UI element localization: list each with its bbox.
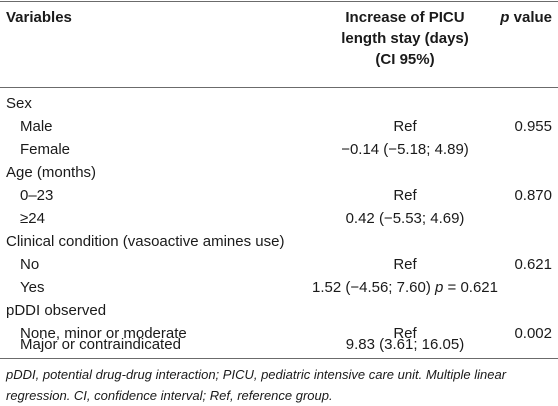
row-label: ≥24 — [20, 210, 45, 227]
table-row-yes: Yes 1.52 (−4.56; 7.60) p = 0.621 — [0, 276, 558, 299]
row-increase: 0.42 (−5.53; 4.69) — [345, 210, 465, 227]
row-label: Female — [20, 141, 71, 158]
row-p-value: 0.621 — [514, 256, 552, 273]
row-increase: 9.83 (3.61; 16.05) — [345, 336, 465, 353]
table-row-clinical-condition: Clinical condition (vasoactive amines us… — [0, 230, 558, 253]
row-increase: Ref — [393, 187, 417, 204]
row-increase: Ref — [393, 256, 417, 273]
row-p-value: 0.870 — [514, 187, 552, 204]
row-label: Age (months) — [6, 164, 97, 181]
row-label: Sex — [6, 95, 32, 112]
header-increase-line3: (CI 95%) — [375, 51, 435, 68]
header-increase-line2: length stay (days) — [341, 30, 469, 47]
table-footnote: pDDI, potential drug-drug interaction; P… — [6, 367, 507, 403]
row-increase-main: 1.52 (−4.56; 7.60) — [312, 279, 436, 296]
row-p-value: 0.955 — [514, 118, 552, 135]
table-row-pddi: pDDI observed — [0, 299, 558, 322]
table-row-age: Age (months) — [0, 161, 558, 184]
table-row-major-contraindicated: Major or contraindicated 9.83 (3.61; 16.… — [0, 333, 558, 356]
row-label: Yes — [20, 279, 45, 296]
row-increase: Ref — [393, 325, 417, 342]
table-row-sex: Sex — [0, 92, 558, 115]
row-p-value: 0.002 — [514, 325, 552, 342]
header-increase-line1: Increase of PICU — [345, 9, 465, 26]
header-p-italic: p — [500, 9, 510, 26]
row-label: Male — [20, 118, 53, 135]
row-label: None, minor or moderate — [20, 325, 187, 342]
row-increase-tail: = 0.621 — [443, 279, 498, 296]
row-increase: Ref — [393, 118, 417, 135]
table-row-male: Male Ref 0.955 — [0, 115, 558, 138]
row-increase-p-italic: p — [435, 279, 444, 296]
table-row-age-24plus: ≥24 0.42 (−5.53; 4.69) — [0, 207, 558, 230]
header-p-value: p value — [500, 7, 552, 28]
row-label: No — [20, 256, 40, 273]
row-label: Clinical condition (vasoactive amines us… — [6, 233, 285, 250]
header-variables: Variables — [6, 9, 72, 26]
row-label: pDDI observed — [6, 302, 107, 319]
table-top-rule — [0, 1, 558, 2]
row-increase: −0.14 (−5.18; 4.89) — [341, 141, 469, 158]
table-row-no: No Ref 0.621 — [0, 253, 558, 276]
table-bottom-rule — [0, 358, 558, 359]
header-p-rest: value — [509, 9, 552, 26]
table-row-none-minor-moderate: None, minor or moderate Ref 0.002 — [0, 322, 558, 345]
row-label: Major or contraindicated — [20, 336, 181, 353]
table-row-age-0-23: 0–23 Ref 0.870 — [0, 184, 558, 207]
header-increase: Increase of PICU length stay (days) (CI … — [305, 7, 505, 70]
row-increase: 1.52 (−4.56; 7.60) p = 0.621 — [255, 276, 555, 299]
row-label: 0–23 — [20, 187, 54, 204]
table-header-rule — [0, 87, 558, 88]
table-row-female: Female −0.14 (−5.18; 4.89) — [0, 138, 558, 161]
